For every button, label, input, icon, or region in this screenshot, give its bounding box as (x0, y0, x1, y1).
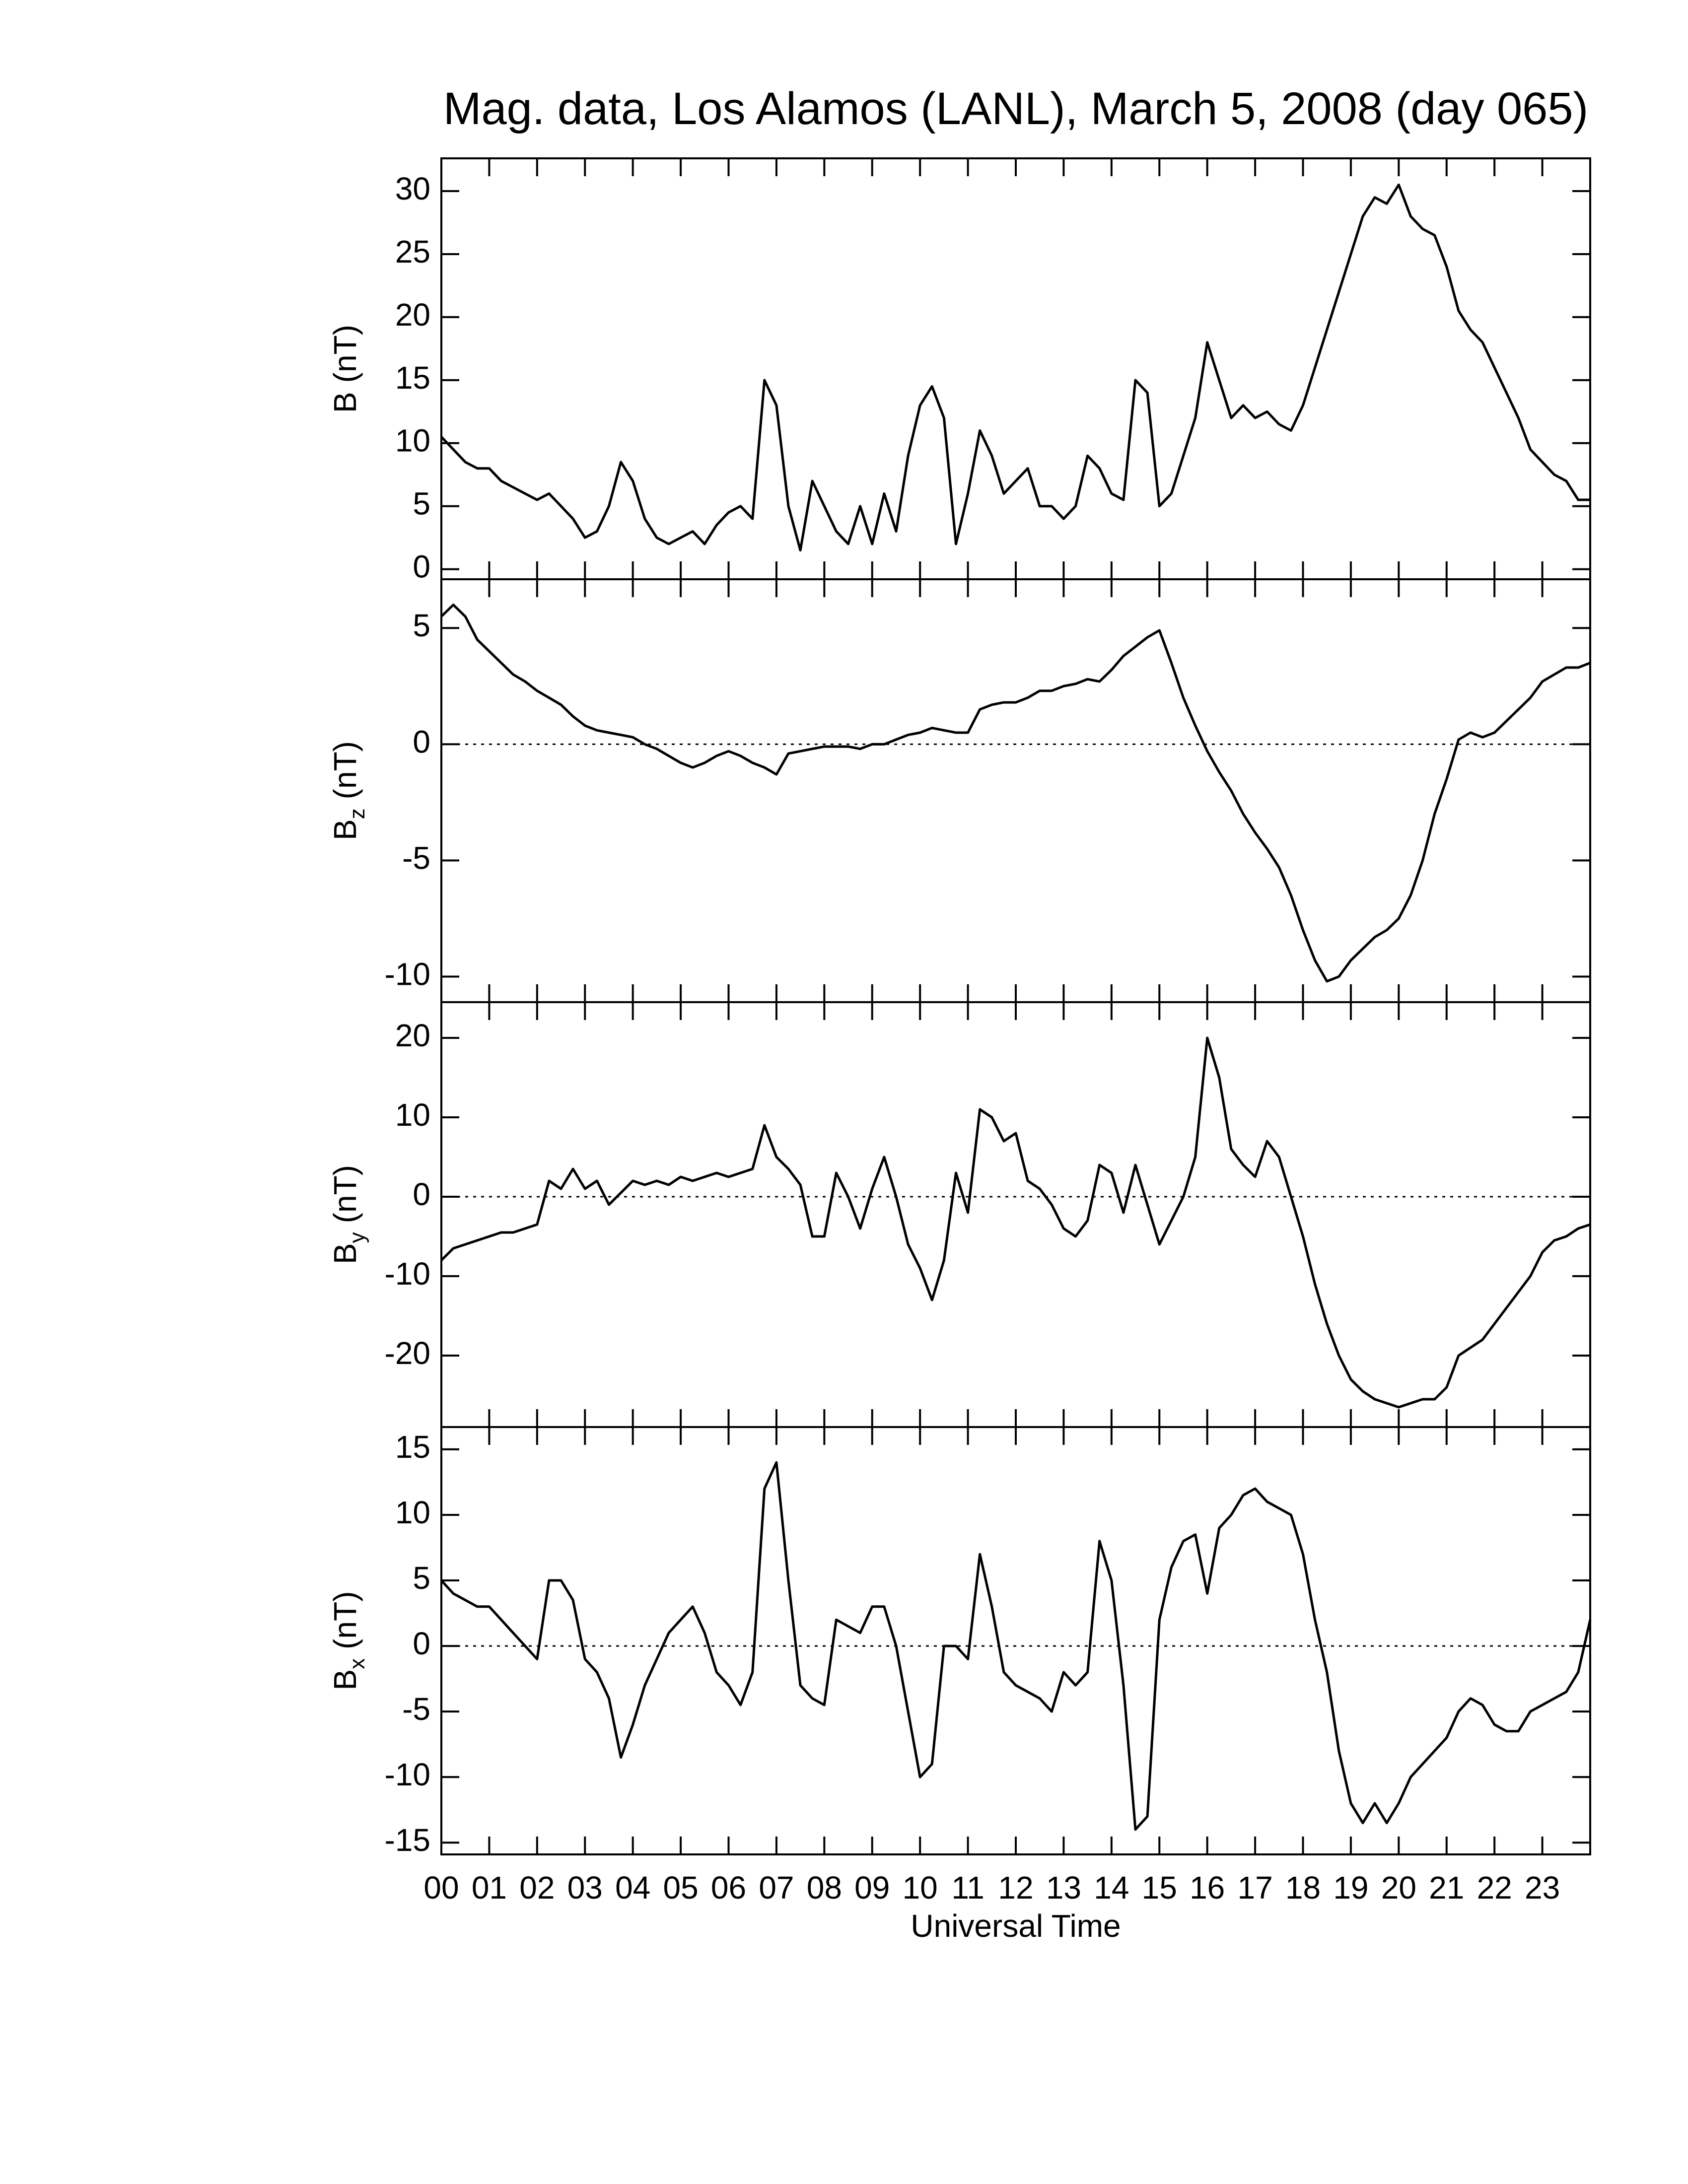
y-tick-label: 10 (395, 1495, 430, 1530)
x-tick-label: 11 (951, 1870, 984, 1906)
y-tick-label: -15 (385, 1822, 431, 1858)
y-label-unit: (nT) (327, 1165, 363, 1223)
y-label-subscript: x (345, 1658, 369, 1669)
y-tick-label: 30 (395, 171, 430, 206)
x-tick-label: 09 (854, 1870, 890, 1906)
data-line (440, 1461, 1592, 1831)
y-label-subscript: z (345, 808, 369, 819)
y-tick-label: 5 (413, 608, 430, 643)
y-tick-label: 20 (395, 297, 430, 333)
x-tick-label: 15 (1142, 1870, 1177, 1906)
x-tick-label: 02 (519, 1870, 555, 1906)
plot-frame (440, 1001, 1591, 1428)
x-tick-label: 17 (1237, 1870, 1272, 1906)
y-label-symbol: B (327, 1243, 363, 1264)
x-tick-label: 20 (1381, 1870, 1416, 1906)
y-tick-label: 0 (413, 549, 430, 585)
y-tick-label: 25 (395, 234, 430, 270)
x-tick-label: 12 (998, 1870, 1033, 1906)
y-label-symbol: B (327, 1669, 363, 1691)
x-tick-label: 03 (567, 1870, 603, 1906)
y-label-unit: (nT) (327, 325, 363, 383)
y-label-symbol: B (327, 392, 363, 413)
x-tick-label: 13 (1046, 1870, 1081, 1906)
y-tick-label: -10 (385, 956, 431, 992)
x-tick-label: 07 (759, 1870, 794, 1906)
plot-frame (440, 157, 1591, 580)
data-line (440, 183, 1590, 552)
x-tick-label: 06 (711, 1870, 746, 1906)
y-label-symbol: B (327, 819, 363, 840)
y-tick-label: 15 (395, 1429, 430, 1465)
y-axis-label: Bx (nT) (327, 1591, 369, 1691)
y-tick-label: 10 (395, 1097, 430, 1133)
plot-frame (440, 578, 1591, 1003)
y-label-unit: (nT) (327, 1591, 363, 1649)
y-tick-label: 0 (413, 1626, 430, 1661)
y-tick-label: 15 (395, 360, 430, 396)
x-tick-label: 19 (1333, 1870, 1368, 1906)
data-line (440, 1036, 1591, 1409)
figure-title: Mag. data, Los Alamos (LANL), March 5, 2… (443, 83, 1588, 134)
y-tick-label: 20 (395, 1018, 430, 1053)
y-tick-label: 5 (413, 1560, 430, 1596)
y-tick-label: -5 (402, 1691, 430, 1727)
x-tick-label: 08 (807, 1870, 842, 1906)
x-tick-label: 04 (615, 1870, 650, 1906)
x-tick-label: 01 (472, 1870, 507, 1906)
data-line (440, 604, 1591, 983)
plot-frame (440, 1426, 1591, 1855)
x-tick-label: 22 (1477, 1870, 1512, 1906)
y-axis-label: Bz (nT) (327, 741, 369, 840)
y-axis-label: B (nT) (327, 325, 363, 413)
y-tick-label: 0 (413, 724, 430, 759)
y-tick-label: -5 (402, 840, 430, 876)
y-tick-label: -10 (385, 1256, 431, 1292)
x-tick-label: 10 (903, 1870, 938, 1906)
y-label-unit: (nT) (327, 741, 363, 799)
y-tick-label: -10 (385, 1757, 431, 1792)
y-axis-label: By (nT) (327, 1165, 369, 1264)
x-tick-label: 05 (663, 1870, 698, 1906)
x-tick-label: 16 (1190, 1870, 1225, 1906)
y-tick-label: -20 (385, 1335, 431, 1371)
x-tick-label: 18 (1285, 1870, 1321, 1906)
y-tick-label: 10 (395, 423, 430, 459)
y-tick-label: 0 (413, 1176, 430, 1212)
y-tick-label: 5 (413, 486, 430, 522)
x-axis-label: Universal Time (911, 1908, 1121, 1944)
y-label-subscript: y (345, 1232, 369, 1243)
x-tick-label: 14 (1094, 1870, 1129, 1906)
x-tick-label: 21 (1429, 1870, 1464, 1906)
x-tick-label: 00 (423, 1870, 459, 1906)
x-tick-label: 23 (1525, 1870, 1560, 1906)
